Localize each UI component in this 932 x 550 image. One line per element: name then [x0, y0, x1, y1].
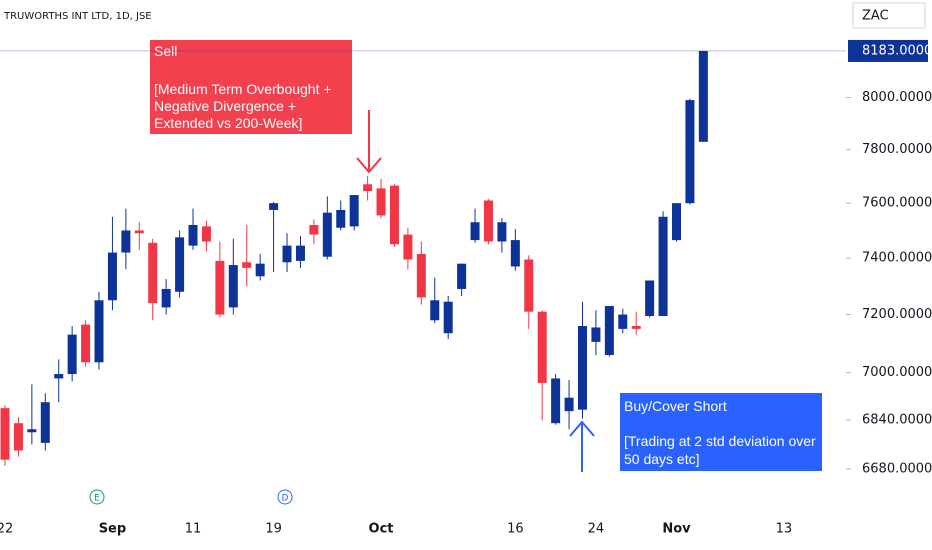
price-tag-label: 8183.0000 [862, 43, 932, 58]
candle-body [228, 265, 238, 308]
candle-body [242, 262, 252, 268]
candle-body [27, 429, 37, 433]
y-tick-label: 7000.0000 [862, 365, 932, 380]
event-label: D [282, 494, 289, 504]
candle-body [510, 240, 520, 267]
candle-body [698, 50, 708, 142]
candle-body [13, 423, 23, 451]
candle-body [537, 311, 547, 383]
x-tick-label: 13 [776, 522, 793, 537]
candle-body [389, 185, 399, 245]
candle-body [631, 326, 641, 329]
plot [0, 50, 708, 466]
candle-body [201, 226, 211, 242]
candle-body [551, 378, 561, 424]
candle-body [67, 334, 77, 375]
candle-body [107, 252, 117, 301]
event-marker[interactable] [277, 489, 293, 505]
candle-body [685, 100, 695, 204]
candle-body [363, 184, 373, 192]
candle-body [81, 324, 91, 363]
y-tick-label: 7400.0000 [862, 251, 932, 266]
event-label: E [94, 494, 100, 504]
candle-body [524, 259, 534, 312]
candle-body [497, 222, 507, 242]
buy-line: [Trading at 2 std deviation over [624, 433, 816, 449]
candle-body [336, 209, 346, 228]
candle-body [40, 402, 50, 443]
candle-body [457, 263, 467, 289]
candle-body [54, 374, 64, 379]
y-tick-label: 6680.0000 [862, 461, 932, 476]
candle-body [591, 327, 601, 342]
x-tick-label: 19 [265, 522, 282, 537]
candle-body [645, 280, 655, 316]
event-marker[interactable] [89, 489, 105, 505]
candle-body [604, 305, 614, 355]
price-tag [848, 39, 928, 62]
candle-body [148, 242, 158, 304]
candle-body [672, 203, 681, 241]
currency-box[interactable] [852, 2, 926, 29]
candle-body [618, 314, 628, 329]
sell-box[interactable] [150, 40, 352, 134]
chart-title: TRUWORTHS INT LTD, 1D, JSE [3, 11, 152, 22]
y-tick-label: 7800.0000 [862, 142, 932, 157]
candle-body [94, 300, 104, 363]
y-tick-label: 6840.0000 [862, 413, 932, 428]
candle-body [175, 237, 185, 292]
x-tick-label: 11 [185, 522, 202, 537]
candle-body [134, 230, 144, 234]
candle-body [215, 260, 225, 315]
buy-line: 50 days etc] [624, 451, 700, 467]
candle-body [577, 326, 587, 410]
candle-body [0, 408, 10, 460]
candle-body [309, 224, 319, 235]
y-tick-label: 7200.0000 [862, 307, 932, 322]
y-tick-label: 7600.0000 [862, 196, 932, 211]
candle-body [269, 203, 279, 210]
candle-body [376, 188, 386, 216]
candle-body [403, 234, 413, 260]
candle-body [416, 253, 426, 298]
candle-body [121, 230, 131, 253]
sell-line: Extended vs 200-Week] [154, 115, 302, 131]
x-tick-label: 24 [588, 522, 605, 537]
x-tick-label: 22 [0, 522, 13, 537]
y-tick-label: 8000.0000 [862, 90, 932, 105]
x-tick-label: Oct [369, 522, 394, 537]
sell-line: Negative Divergence + [154, 98, 296, 114]
candle-body [443, 301, 453, 334]
candle-body [161, 288, 171, 308]
x-tick-label: Nov [662, 522, 691, 537]
candle-body [430, 300, 440, 321]
candle-body [322, 212, 332, 257]
candle-body [658, 216, 668, 316]
candle-body [282, 245, 292, 263]
buy-arrow [569, 420, 595, 472]
candle-body [295, 245, 305, 261]
x-tick-label: 16 [507, 522, 524, 537]
sell-line: [Medium Term Overbought + [154, 81, 332, 97]
buy-box[interactable] [620, 393, 822, 471]
buy-title: Buy/Cover Short [624, 398, 727, 414]
sell-arrow [356, 110, 382, 174]
candle-body [349, 195, 359, 227]
candle-body [188, 224, 198, 246]
candle-body [255, 263, 265, 277]
currency: ZAC [862, 9, 889, 24]
candle-body [564, 397, 574, 412]
x-tick-label: Sep [99, 522, 127, 537]
candle-body [483, 200, 493, 242]
candle-body [470, 222, 480, 241]
